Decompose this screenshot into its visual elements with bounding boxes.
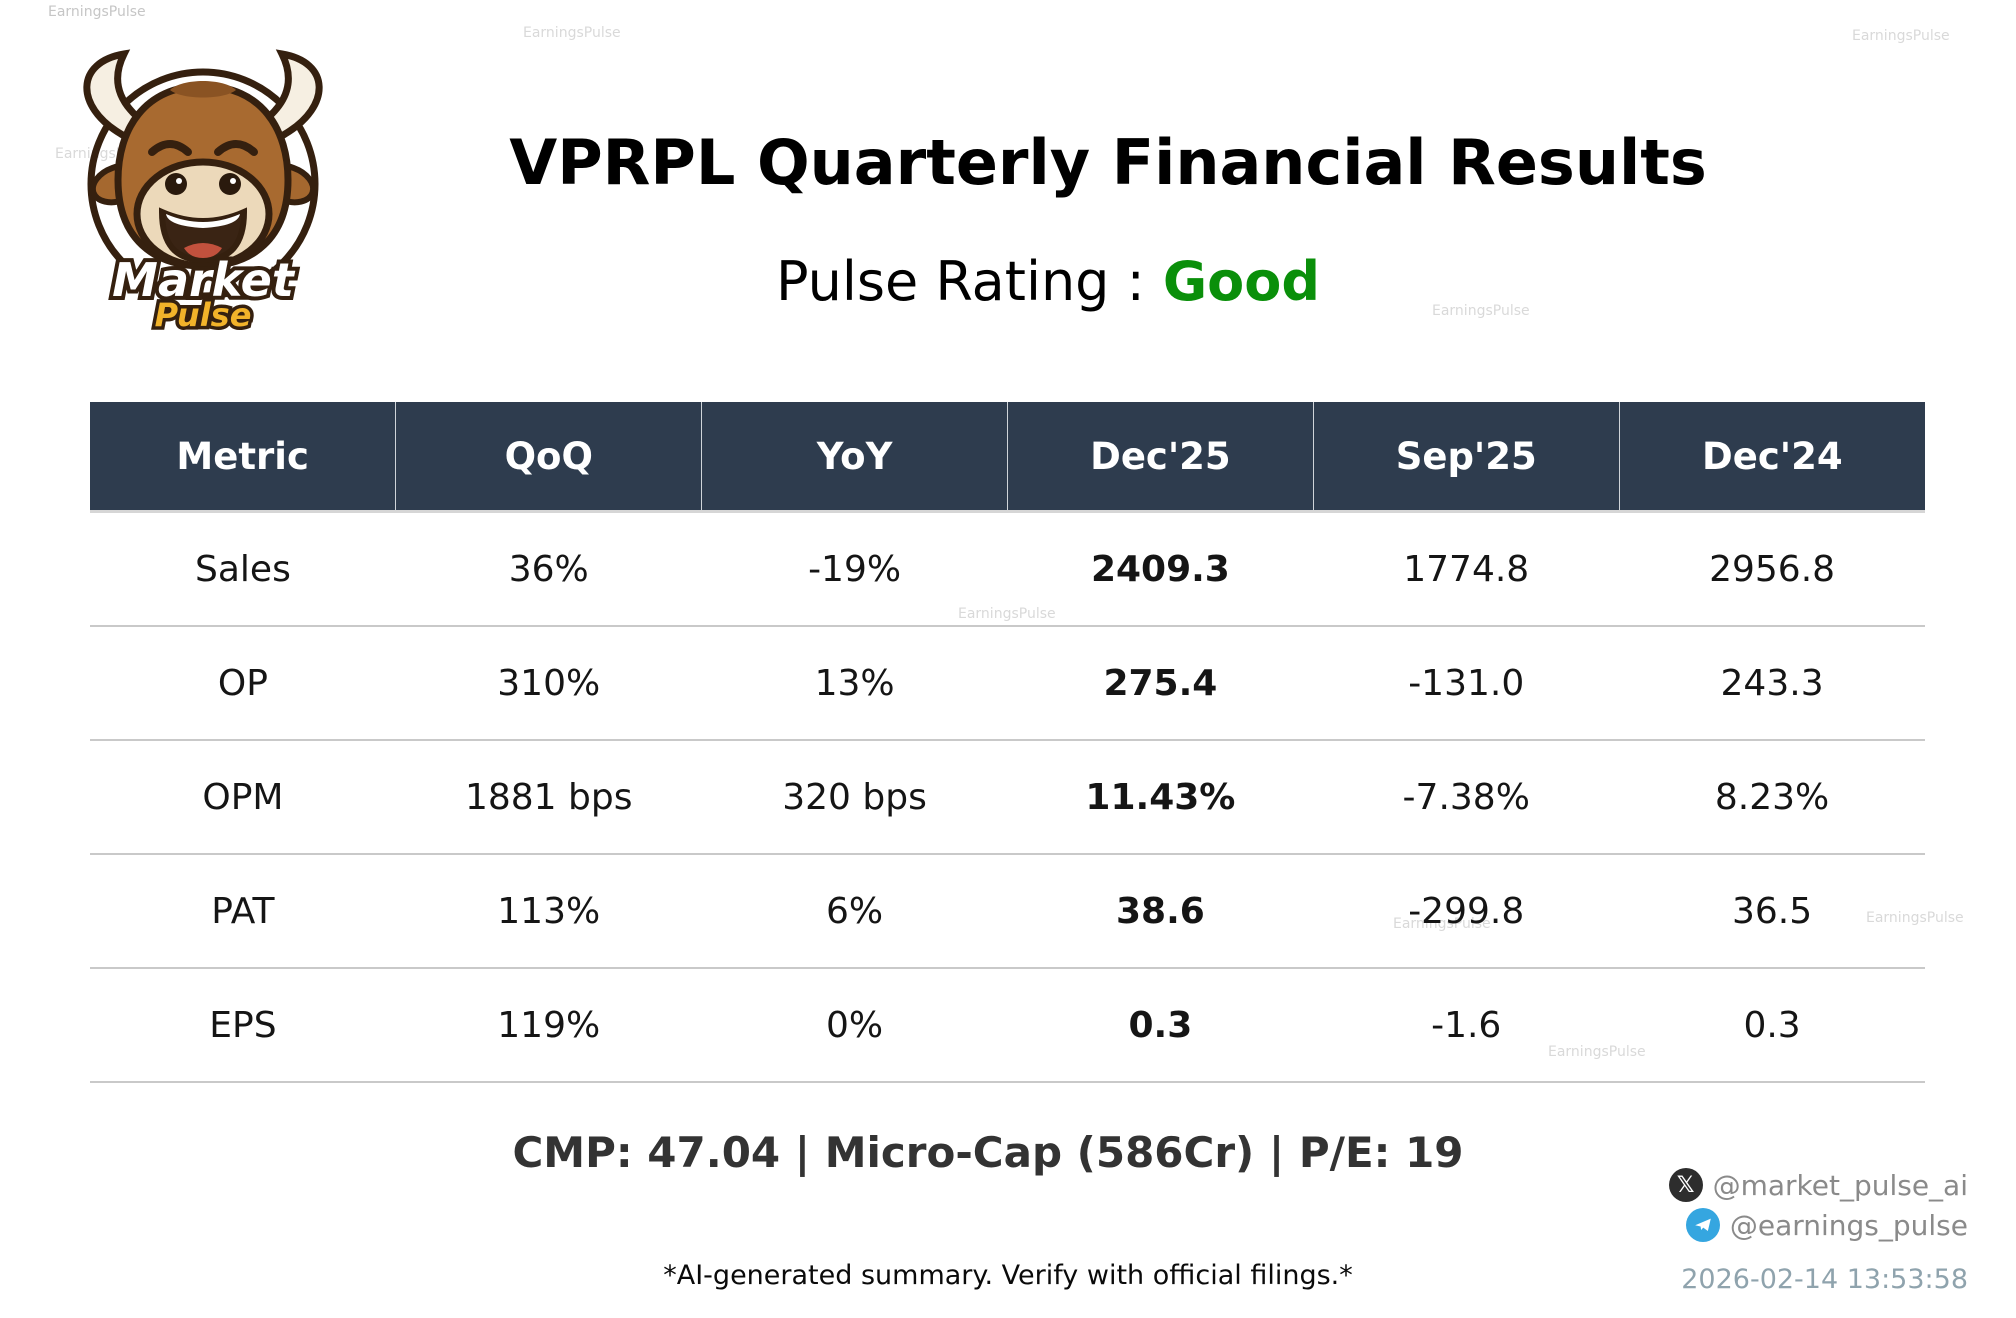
pulse-rating: Pulse Rating : Good	[80, 250, 2016, 313]
metric-label: Sales	[90, 511, 396, 627]
metric-value: 36%	[395, 511, 702, 627]
telegram-handle: @earnings_pulse	[1729, 1208, 1968, 1242]
metric-value: 1881 bps	[395, 740, 702, 855]
bull-eye-left-highlight	[176, 178, 182, 184]
disclaimer-text: *AI-generated summary. Verify with offic…	[663, 1260, 1353, 1291]
x-icon: 𝕏	[1668, 1168, 1703, 1202]
table-row-op: OP 310% 13% 275.4 -131.0 243.3	[90, 626, 1925, 741]
social-block: 𝕏 @market_pulse_ai @earnings_pulse 2026-…	[1668, 1168, 1968, 1295]
metric-value: 6%	[701, 854, 1008, 969]
financials-table: Metric QoQ YoY Dec'25 Sep'25 Dec'24 Sales 36% -…	[90, 402, 1925, 1083]
telegram-handle-row: @earnings_pulse	[1685, 1208, 1968, 1242]
metric-value: 13%	[701, 626, 1008, 741]
metric-value: -19%	[701, 511, 1008, 627]
pulse-rating-label: Pulse Rating :	[775, 250, 1145, 313]
watermark-text: EarningsPulse	[1432, 303, 1530, 319]
watermark-text: EarningsPulse	[1852, 28, 1950, 44]
column-header-sep25: Sep'25	[1313, 402, 1620, 513]
metric-value: -1.6	[1313, 968, 1620, 1083]
metric-value: -299.8	[1313, 854, 1620, 969]
pulse-rating-value: Good	[1162, 250, 1320, 313]
watermark-text: EarningsPulse	[48, 4, 146, 20]
metric-value: 0.3	[1619, 968, 1925, 1083]
watermark-text: EarningsPulse	[523, 25, 621, 41]
twitter-handle-row: 𝕏 @market_pulse_ai	[1668, 1168, 1968, 1202]
bull-eye-left	[165, 173, 187, 195]
metric-value: 113%	[395, 854, 702, 969]
column-header-dec24: Dec'24	[1619, 402, 1925, 513]
market-pulse-logo: Market Pulse	[83, 49, 323, 330]
timestamp: 2026-02-14 13:53:58	[1681, 1264, 1968, 1295]
table-row-opm: OPM 1881 bps 320 bps 11.43% -7.38% 8.23%	[90, 740, 1925, 855]
bull-eye-right-highlight	[230, 178, 236, 184]
bull-tongue	[184, 243, 222, 258]
metric-value: 2409.3	[1007, 511, 1314, 627]
metric-value: 243.3	[1619, 626, 1925, 741]
metric-value: 8.23%	[1619, 740, 1925, 855]
bull-brow-left	[148, 140, 192, 156]
metric-value: 36.5	[1619, 854, 1925, 969]
logo-text-pulse: Pulse	[155, 296, 252, 330]
metric-value: 11.43%	[1007, 740, 1314, 855]
metric-value: 310%	[395, 626, 702, 741]
bull-teeth	[166, 214, 240, 228]
metric-value: 0%	[701, 968, 1008, 1083]
valuation-summary: CMP: 47.04 | Micro-Cap (586Cr) | P/E: 19	[512, 1128, 1464, 1177]
column-header-metric: Metric	[90, 402, 397, 513]
metric-value: 320 bps	[701, 740, 1008, 855]
bull-hair	[170, 81, 236, 98]
metric-value: 0.3	[1007, 968, 1314, 1083]
column-header-yoy: YoY	[701, 402, 1008, 513]
bull-eye-right	[219, 173, 241, 195]
bull-brow-right	[214, 140, 258, 156]
metric-label: OPM	[90, 740, 396, 855]
twitter-handle: @market_pulse_ai	[1712, 1168, 1968, 1202]
metric-label: OP	[90, 626, 396, 741]
table-header-row: Metric QoQ YoY Dec'25 Sep'25 Dec'24	[90, 402, 1925, 513]
metric-value: -131.0	[1313, 626, 1620, 741]
metric-value: 38.6	[1007, 854, 1314, 969]
metric-value: 1774.8	[1313, 511, 1620, 627]
metric-label: EPS	[90, 968, 396, 1083]
metric-value: 2956.8	[1619, 511, 1925, 627]
page-title: VPRPL Quarterly Financial Results	[509, 126, 1707, 199]
table-row-pat: PAT 113% 6% 38.6 -299.8 36.5	[90, 854, 1925, 969]
table-row-sales: Sales 36% -19% 2409.3 1774.8 2956.8	[90, 511, 1925, 627]
metric-value: 119%	[395, 968, 702, 1083]
column-header-dec25: Dec'25	[1007, 402, 1314, 513]
metric-value: 275.4	[1007, 626, 1314, 741]
metric-label: PAT	[90, 854, 396, 969]
logo-text-market: Market	[112, 253, 296, 307]
telegram-icon	[1685, 1208, 1720, 1242]
table-row-eps: EPS 119% 0% 0.3 -1.6 0.3	[90, 968, 1925, 1083]
column-header-qoq: QoQ	[395, 402, 703, 513]
metric-value: -7.38%	[1313, 740, 1620, 855]
